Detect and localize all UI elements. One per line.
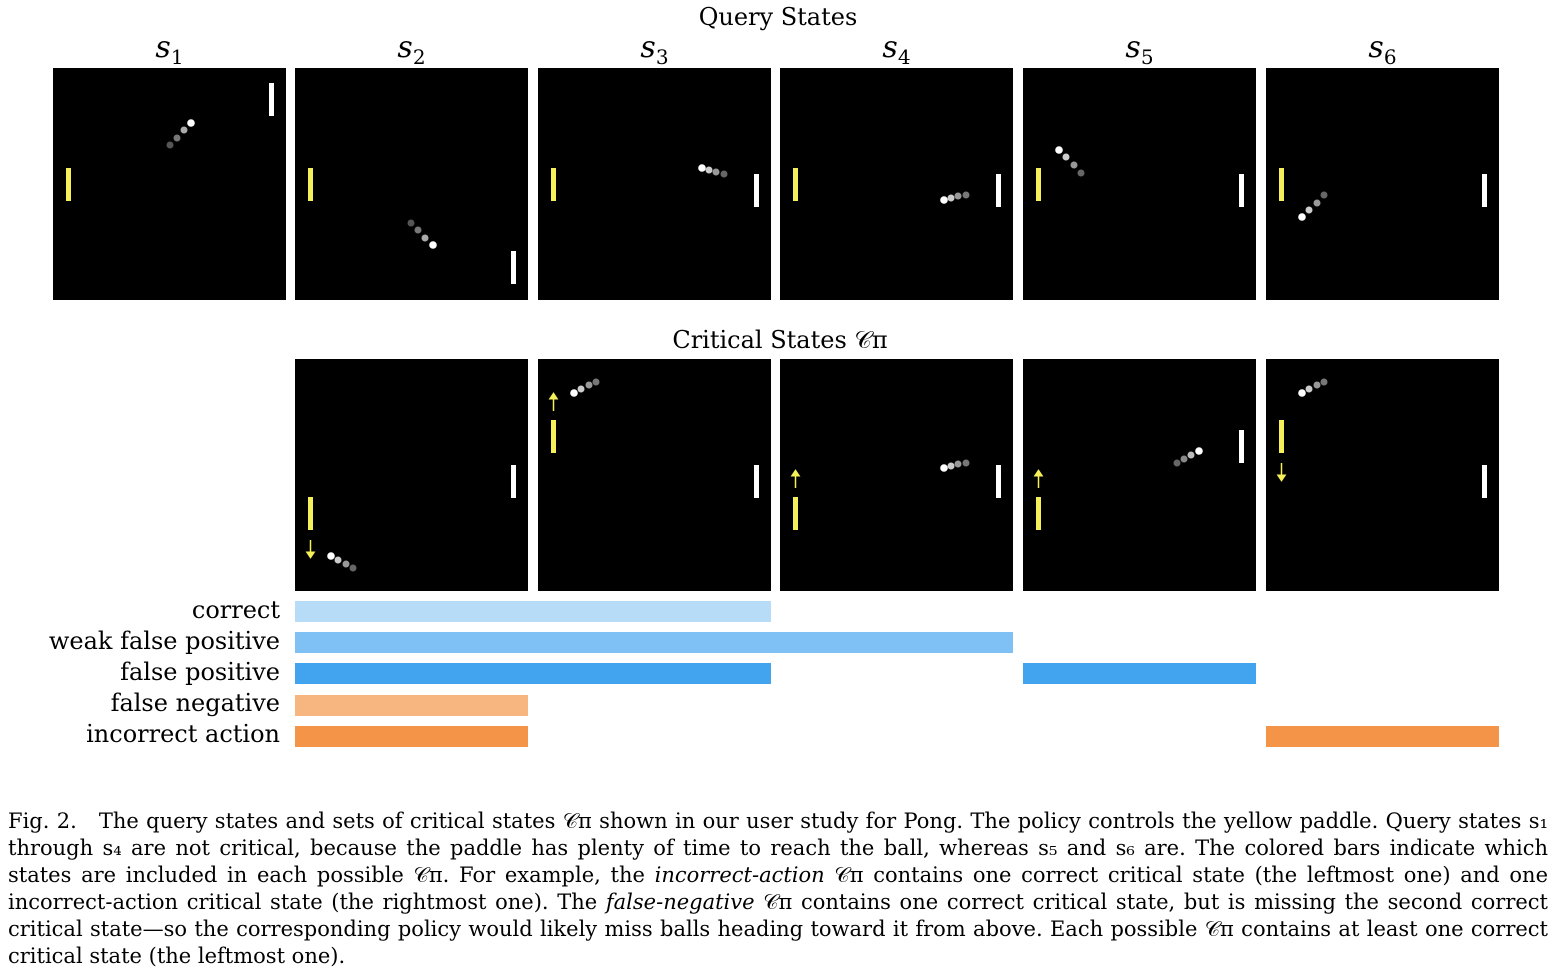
arrow-down-icon xyxy=(1276,463,1287,482)
yellow-paddle xyxy=(551,168,556,201)
arrow-up-icon xyxy=(1033,469,1044,488)
row-label-false-negative: false negative xyxy=(110,689,280,717)
yellow-paddle xyxy=(551,420,556,453)
figure-number: Fig. 2. xyxy=(8,809,77,833)
arrow-up-icon xyxy=(548,392,559,411)
bar-incorrect-action xyxy=(1266,726,1499,747)
bar-false-negative xyxy=(295,695,528,716)
white-paddle xyxy=(511,465,516,498)
caption-text: 𝒞π contains one correct critical state (… xyxy=(8,863,1548,914)
ball-trail xyxy=(940,459,970,472)
query-frame-s3 xyxy=(538,68,771,300)
ball-trail xyxy=(1055,146,1085,177)
query-frame-s6 xyxy=(1266,68,1499,300)
yellow-paddle xyxy=(793,168,798,201)
critical-frame-4 xyxy=(780,359,1013,591)
white-paddle xyxy=(996,174,1001,207)
query-frame-s1 xyxy=(53,68,286,300)
bar-false-positive xyxy=(1023,663,1256,684)
query-label-s3: s3 xyxy=(640,30,669,69)
white-paddle xyxy=(511,251,516,284)
ball-trail xyxy=(698,164,728,178)
white-paddle xyxy=(754,465,759,498)
query-label-s6: s6 xyxy=(1368,30,1397,69)
ball-trail xyxy=(940,191,970,204)
critical-states-title: Critical States 𝒞π xyxy=(672,326,888,354)
critical-frame-6 xyxy=(1266,359,1499,591)
yellow-paddle xyxy=(1279,168,1284,201)
ball-trail xyxy=(1173,447,1203,467)
query-label-s5: s5 xyxy=(1125,30,1154,69)
query-label-s2: s2 xyxy=(397,30,426,69)
white-paddle xyxy=(269,83,274,116)
query-states-title: Query States xyxy=(698,3,858,31)
yellow-paddle xyxy=(308,497,313,530)
caption-text: The query states and sets of critical st… xyxy=(8,809,1548,887)
query-frame-s2 xyxy=(295,68,528,300)
caption-emphasis: incorrect-action xyxy=(654,863,825,887)
yellow-paddle xyxy=(66,168,71,201)
query-frame-s4 xyxy=(780,68,1013,300)
row-label-incorrect-action: incorrect action xyxy=(86,720,280,748)
caption-emphasis: false-negative xyxy=(605,890,755,914)
yellow-paddle xyxy=(1036,168,1041,201)
ball-trail xyxy=(407,219,437,249)
yellow-paddle xyxy=(793,497,798,530)
ball-trail xyxy=(570,378,600,397)
bar-correct xyxy=(295,601,771,622)
critical-frame-3 xyxy=(538,359,771,591)
white-paddle xyxy=(1239,174,1244,207)
yellow-paddle xyxy=(1036,497,1041,530)
ball-trail xyxy=(327,552,357,572)
white-paddle xyxy=(1239,430,1244,463)
ball-trail xyxy=(1298,191,1328,221)
white-paddle xyxy=(1482,174,1487,207)
white-paddle xyxy=(754,174,759,207)
ball-trail xyxy=(1298,378,1328,397)
critical-frame-5 xyxy=(1023,359,1256,591)
yellow-paddle xyxy=(1279,420,1284,453)
bar-false-positive xyxy=(295,663,771,684)
row-label-weak-false-positive: weak false positive xyxy=(48,627,280,655)
bar-incorrect-action xyxy=(295,726,528,747)
ball-trail xyxy=(166,119,195,149)
query-label-s1: s1 xyxy=(155,30,184,69)
query-frame-s5 xyxy=(1023,68,1256,300)
yellow-paddle xyxy=(308,168,313,201)
query-label-s4: s4 xyxy=(882,30,911,69)
figure-caption: Fig. 2. The query states and sets of crit… xyxy=(8,808,1548,970)
critical-frame-2 xyxy=(295,359,528,591)
white-paddle xyxy=(1482,465,1487,498)
arrow-up-icon xyxy=(790,469,801,488)
bar-weak-false-positive xyxy=(295,632,1013,653)
arrow-down-icon xyxy=(305,540,316,559)
white-paddle xyxy=(996,465,1001,498)
row-label-correct: correct xyxy=(191,596,280,624)
row-label-false-positive: false positive xyxy=(120,658,280,686)
